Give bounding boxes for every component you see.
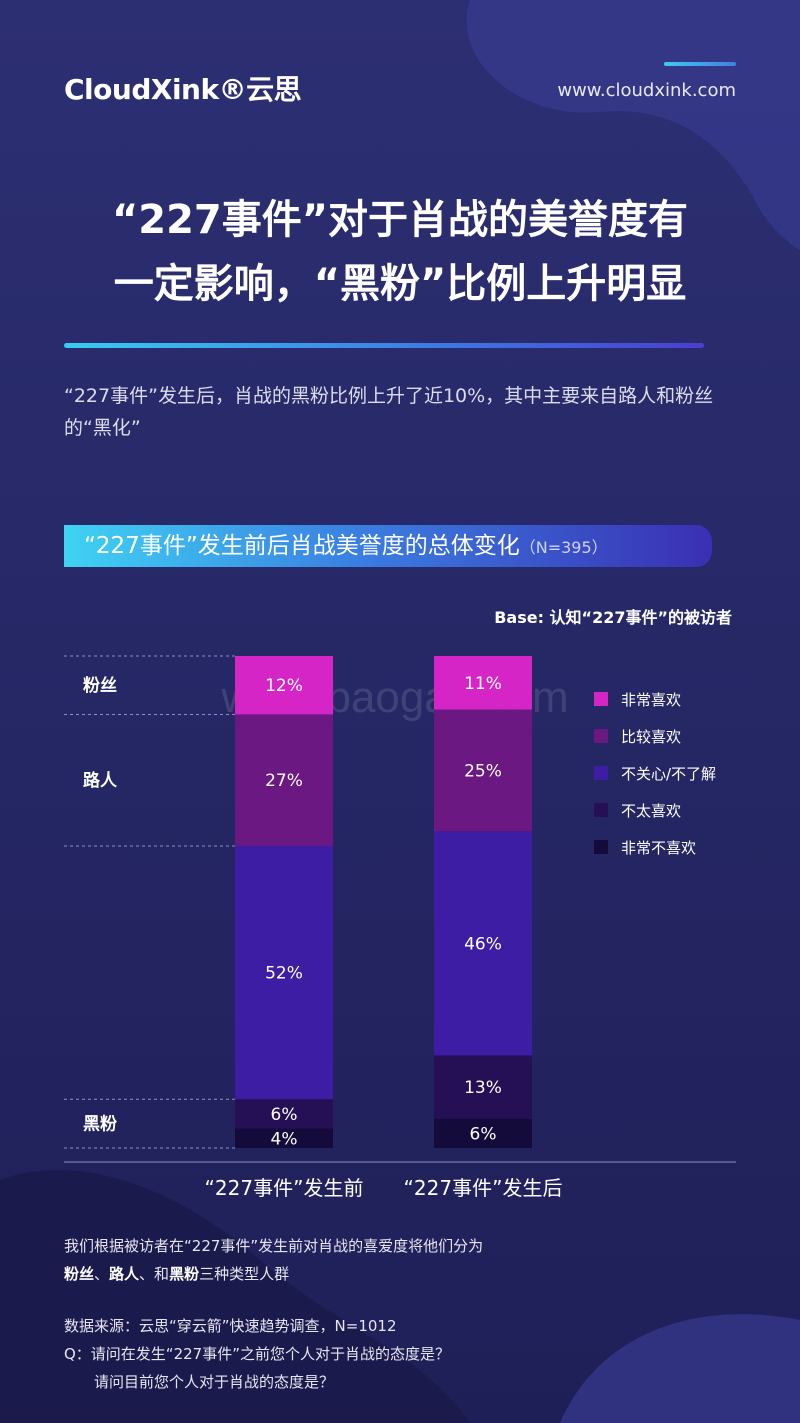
title-line-1: “227事件”对于肖战的美誉度有 [111, 197, 689, 243]
chart-base-note: Base: 认知“227事件”的被访者 [494, 608, 732, 627]
legend-label: 非常不喜欢 [621, 839, 696, 857]
category-label: “227事件”发生后 [404, 1176, 563, 1200]
bar-segment-very-dislike [434, 1118, 532, 1148]
url-accent-bar [664, 62, 736, 66]
group-label: 黑粉 [83, 1114, 117, 1135]
group-haters: 黑粉 [169, 1265, 200, 1283]
bar-segment-very-like [434, 656, 532, 710]
chart-title-banner: “227事件”发生前后肖战美誉度的总体变化（N=395） [64, 525, 712, 567]
question-line-2: 请问目前您个人对于肖战的态度是？ [94, 1373, 335, 1391]
note-sep-1: 、 [94, 1265, 110, 1283]
group-label: 粉丝 [83, 675, 117, 696]
bar-segment-neutral [434, 831, 532, 1056]
legend-swatch-neutral [594, 766, 608, 780]
data-label: 6% [470, 1124, 497, 1144]
group-passersby: 路人 [109, 1265, 140, 1283]
group-label: 路人 [83, 770, 118, 791]
legend-label: 不关心/不了解 [621, 765, 716, 783]
grouping-note-line-2: 粉丝、路人、和黑粉三种类型人群 [64, 1260, 483, 1288]
data-label: 13% [464, 1078, 502, 1098]
bar-segment-very-dislike [235, 1128, 333, 1148]
question-line-1: Q：请问在发生“227事件”之前您个人对于肖战的态度是？ [64, 1345, 450, 1363]
legend-swatch-dislike [594, 803, 608, 817]
data-label: 6% [271, 1105, 298, 1125]
data-label: 12% [265, 676, 303, 696]
title-divider [64, 343, 704, 348]
source-line: 数据来源：云思“穿云箭”快速趋势调查，N=1012 [64, 1317, 397, 1335]
legend-label: 比较喜欢 [621, 728, 681, 746]
grouping-note-line-1: 我们根据被访者在“227事件”发生前对肖战的喜爱度将他们分为 [64, 1237, 484, 1255]
chart-title: “227事件”发生前后肖战美誉度的总体变化 [84, 533, 520, 559]
legend-swatch-very-like [594, 692, 608, 706]
page-title: “227事件”对于肖战的美誉度有 一定影响，“黑粉”比例上升明显 [0, 188, 800, 316]
data-label: 11% [464, 674, 502, 694]
legend-label: 不太喜欢 [621, 802, 681, 820]
note-sep-2: 、和 [139, 1265, 170, 1283]
title-line-2: 一定影响，“黑粉”比例上升明显 [113, 261, 687, 307]
note-tail: 三种类型人群 [199, 1265, 290, 1283]
stacked-bar-chart: www.baogao.com12%27%52%6%4%“227事件”发生前11%… [64, 655, 736, 1200]
legend-swatch-like [594, 729, 608, 743]
data-label: 52% [265, 964, 303, 984]
grouping-note: 我们根据被访者在“227事件”发生前对肖战的喜爱度将他们分为 粉丝、路人、和黑粉… [64, 1232, 483, 1288]
chart-sample-size: （N=395） [519, 538, 608, 557]
legend-swatch-very-dislike [594, 840, 608, 854]
group-fans: 粉丝 [64, 1265, 95, 1283]
bar-segment-like [434, 709, 532, 832]
data-label: 25% [464, 761, 502, 781]
data-label: 27% [265, 771, 303, 791]
bar-segment-like [235, 714, 333, 846]
bar-segment-dislike [434, 1055, 532, 1119]
bar-segment-dislike [235, 1099, 333, 1129]
category-label: “227事件”发生前 [205, 1176, 364, 1200]
data-label: 46% [464, 934, 502, 954]
bar-segment-neutral [235, 845, 333, 1100]
data-label: 4% [271, 1129, 298, 1149]
cloudxink-logo: CloudXink®云思 [64, 73, 302, 106]
bar-segment-very-like [235, 656, 333, 715]
intro-text: “227事件”发生后，肖战的黑粉比例上升了近10%，其中主要来自路人和粉丝的“黑… [64, 385, 714, 439]
website-url[interactable]: www.cloudxink.com [557, 80, 736, 101]
source-block: 数据来源：云思“穿云箭”快速趋势调查，N=1012 Q：请问在发生“227事件”… [64, 1312, 450, 1396]
legend-label: 非常喜欢 [621, 691, 681, 709]
